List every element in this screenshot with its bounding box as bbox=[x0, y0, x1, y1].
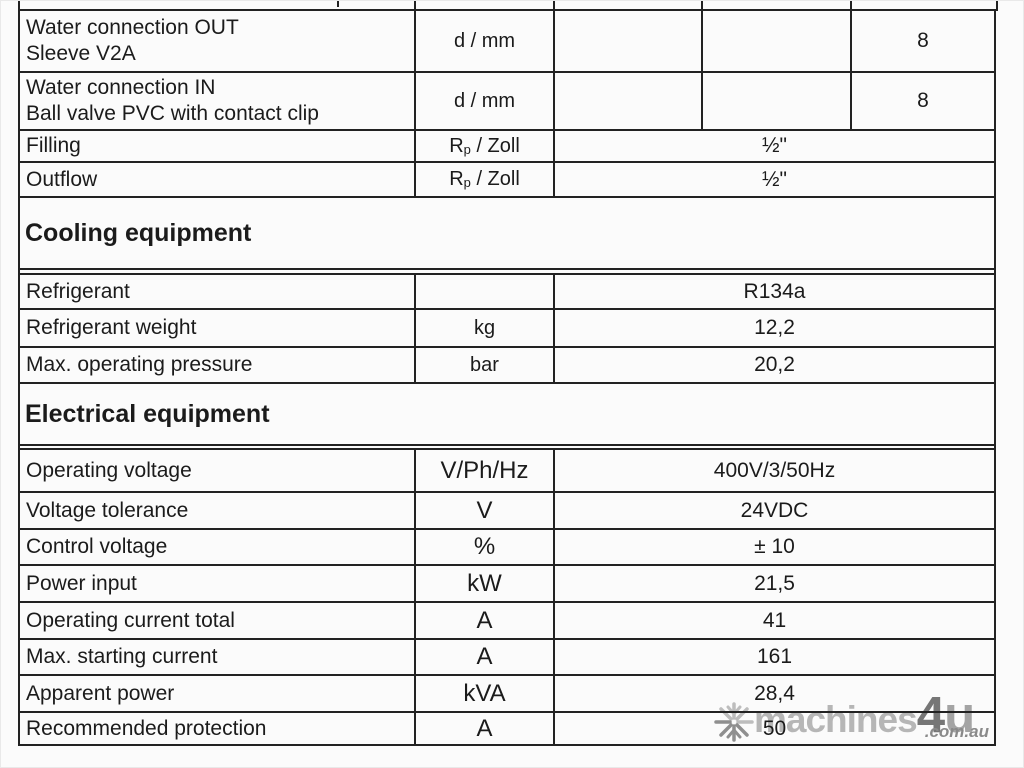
row-unit: % bbox=[414, 530, 553, 564]
table-edge-stub bbox=[850, 1, 852, 11]
value-cell bbox=[555, 73, 701, 129]
row-unit: kg bbox=[414, 310, 553, 346]
row-value: ½" bbox=[553, 131, 994, 161]
row-apparent-power: Apparent power kVA 28,4 bbox=[20, 674, 994, 711]
row-label: Max. operating pressure bbox=[26, 353, 253, 376]
unit-rest: / Zoll bbox=[470, 134, 520, 157]
unit-subscript: p bbox=[463, 141, 471, 157]
table-edge-stub bbox=[701, 1, 703, 11]
row-value: 50 bbox=[553, 713, 994, 744]
row-value: 28,4 bbox=[553, 676, 994, 711]
row-water-connection-in: Water connection IN Ball valve PVC with … bbox=[20, 71, 994, 129]
row-label: Voltage tolerance bbox=[26, 498, 189, 522]
label-line: Sleeve V2A bbox=[26, 42, 136, 65]
unit-base: R bbox=[449, 134, 464, 157]
row-value: ½" bbox=[553, 163, 994, 196]
row-unit: kVA bbox=[414, 676, 553, 711]
row-label: Water connection OUT Sleeve V2A bbox=[20, 11, 414, 71]
watermark-brand-suffix: u bbox=[944, 686, 975, 743]
row-unit: V/Ph/Hz bbox=[414, 450, 553, 491]
row-voltage-tolerance: Voltage tolerance V 24VDC bbox=[20, 491, 994, 528]
row-label: Refrigerant bbox=[26, 279, 130, 303]
row-unit: bar bbox=[414, 348, 553, 382]
watermark-brand-number: 4 bbox=[916, 686, 945, 743]
unit-rest: / Zoll bbox=[470, 168, 520, 190]
value-cell bbox=[701, 73, 850, 129]
row-unit: kW bbox=[414, 566, 553, 601]
section-heading-electrical: Electrical equipment bbox=[20, 382, 994, 446]
table-edge-stub bbox=[414, 1, 416, 11]
row-unit bbox=[414, 275, 553, 308]
row-values: 8 bbox=[553, 11, 994, 71]
table-edge-stub bbox=[996, 1, 998, 11]
row-label: Recommended protection bbox=[26, 716, 267, 740]
row-label: Operating voltage bbox=[26, 458, 192, 482]
row-recommended-protection: Recommended protection A 50 bbox=[20, 711, 994, 744]
row-label: Apparent power bbox=[26, 681, 175, 705]
row-refrigerant: Refrigerant R134a bbox=[20, 273, 994, 308]
value-cell bbox=[701, 11, 850, 71]
row-label: Refrigerant weight bbox=[26, 316, 197, 339]
table-edge-stub bbox=[18, 1, 20, 11]
label-line: Water connection OUT bbox=[26, 16, 239, 39]
unit-subscript: p bbox=[463, 175, 471, 190]
row-value: R134a bbox=[553, 275, 994, 308]
row-max-operating-pressure: Max. operating pressure bar 20,2 bbox=[20, 346, 994, 382]
row-value: 12,2 bbox=[553, 310, 994, 346]
machines4u-logo-icon bbox=[714, 702, 754, 742]
row-label: Power input bbox=[26, 571, 137, 595]
row-control-voltage: Control voltage % ± 10 bbox=[20, 528, 994, 564]
value-cell bbox=[555, 11, 701, 71]
row-max-starting-current: Max. starting current A 161 bbox=[20, 638, 994, 674]
row-label: Water connection IN Ball valve PVC with … bbox=[20, 73, 414, 129]
row-label: Max. starting current bbox=[26, 645, 218, 668]
row-operating-current-total: Operating current total A 41 bbox=[20, 601, 994, 638]
row-value: ± 10 bbox=[553, 530, 994, 564]
watermark-domain: .com.au bbox=[924, 722, 989, 741]
table-edge-stub bbox=[337, 1, 339, 7]
row-label: Outflow bbox=[26, 167, 98, 191]
row-water-connection-out: Water connection OUT Sleeve V2A d / mm 8 bbox=[20, 9, 994, 71]
row-value: 20,2 bbox=[553, 348, 994, 382]
section-heading-cooling: Cooling equipment bbox=[20, 196, 994, 270]
row-refrigerant-weight: Refrigerant weight kg 12,2 bbox=[20, 308, 994, 346]
watermark-brand: machines 4 u bbox=[754, 685, 975, 743]
row-label: Filling bbox=[26, 134, 81, 157]
row-unit: V bbox=[414, 493, 553, 528]
value-cell: 8 bbox=[850, 73, 994, 129]
row-power-input: Power input kW 21,5 bbox=[20, 564, 994, 601]
electrical-rows: Operating voltage V/Ph/Hz 400V/3/50Hz Vo… bbox=[20, 448, 994, 744]
row-label: Operating current total bbox=[26, 608, 235, 632]
label-line: Water connection IN bbox=[26, 76, 216, 99]
row-label: Control voltage bbox=[26, 535, 168, 558]
table-edge-stub bbox=[553, 1, 555, 11]
row-value: 21,5 bbox=[553, 566, 994, 601]
watermark-brand-prefix: machines bbox=[754, 699, 918, 740]
row-unit: A bbox=[414, 640, 553, 674]
row-value: 161 bbox=[553, 640, 994, 674]
value-cell: 8 bbox=[850, 11, 994, 71]
row-unit: A bbox=[414, 603, 553, 638]
label-line: Ball valve PVC with contact clip bbox=[26, 102, 319, 125]
row-value: 400V/3/50Hz bbox=[553, 450, 994, 491]
row-unit: d / mm bbox=[414, 11, 553, 71]
row-value: 41 bbox=[553, 603, 994, 638]
row-unit: d / mm bbox=[414, 73, 553, 129]
row-values: 8 bbox=[553, 73, 994, 129]
spec-table: Water connection OUT Sleeve V2A d / mm 8… bbox=[18, 9, 996, 746]
row-operating-voltage: Operating voltage V/Ph/Hz 400V/3/50Hz bbox=[20, 448, 994, 491]
row-value: 24VDC bbox=[553, 493, 994, 528]
unit-base: R bbox=[449, 168, 464, 190]
row-unit: A bbox=[414, 713, 553, 744]
